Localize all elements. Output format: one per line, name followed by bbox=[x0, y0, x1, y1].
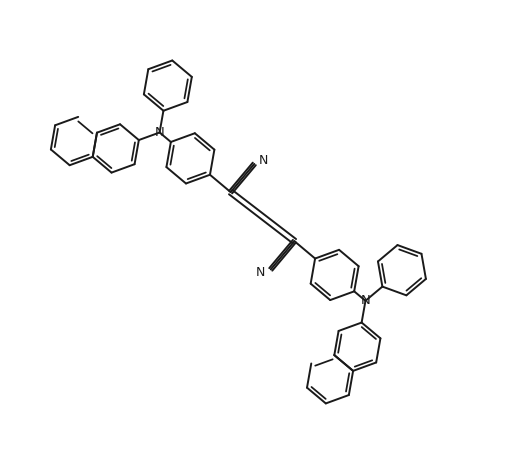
Text: N: N bbox=[361, 294, 370, 307]
Text: N: N bbox=[155, 126, 164, 139]
Text: N: N bbox=[259, 154, 269, 167]
Text: N: N bbox=[256, 266, 265, 279]
